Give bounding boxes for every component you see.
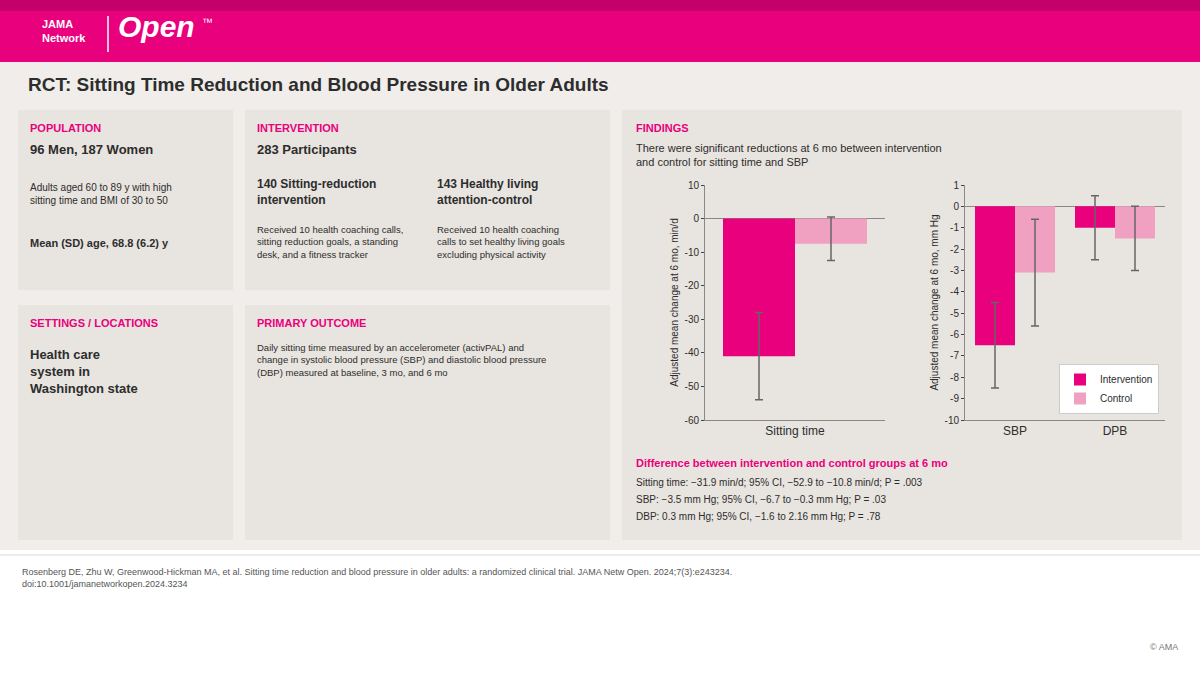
svg-text:PRIMARY OUTCOME: PRIMARY OUTCOME <box>257 317 366 329</box>
svg-text:POPULATION: POPULATION <box>30 122 101 134</box>
svg-text:96 Men, 187 Women: 96 Men, 187 Women <box>30 142 153 157</box>
svg-text:Difference between interventio: Difference between intervention and cont… <box>636 457 948 469</box>
svg-text:There were significant reducti: There were significant reductions at 6 m… <box>636 142 942 168</box>
svg-text:Mean (SD) age, 68.8 (6.2) y: Mean (SD) age, 68.8 (6.2) y <box>30 237 169 249</box>
svg-text:-6: -6 <box>950 329 959 340</box>
svg-text:RCT: Sitting Time Reduction an: RCT: Sitting Time Reduction and Blood Pr… <box>28 74 609 95</box>
svg-text:-50: -50 <box>685 381 700 392</box>
svg-text:-4: -4 <box>950 286 959 297</box>
svg-text:FINDINGS: FINDINGS <box>636 122 689 134</box>
svg-text:-40: -40 <box>685 347 700 358</box>
svg-text:-9: -9 <box>950 393 959 404</box>
svg-text:1: 1 <box>953 180 959 191</box>
svg-text:DBP: 0.3 mm Hg; 95% CI, −1.6 t: DBP: 0.3 mm Hg; 95% CI, −1.6 to 2.16 mm … <box>636 511 881 522</box>
svg-text:-3: -3 <box>950 265 959 276</box>
svg-text:140 Sitting-reductionintervent: 140 Sitting-reductionintervention <box>257 177 376 207</box>
svg-text:-2: -2 <box>950 244 959 255</box>
svg-text:0: 0 <box>693 213 699 224</box>
svg-text:283 Participants: 283 Participants <box>257 142 357 157</box>
svg-text:Received 10 health coaching ca: Received 10 health coaching calls,sittin… <box>257 224 403 260</box>
svg-text:Sitting time: −31.9 min/d; 95%: Sitting time: −31.9 min/d; 95% CI, −52.9… <box>636 477 923 488</box>
svg-text:-5: -5 <box>950 308 959 319</box>
svg-text:-7: -7 <box>950 350 959 361</box>
svg-text:10: 10 <box>688 180 700 191</box>
svg-text:© AMA: © AMA <box>1150 642 1178 652</box>
svg-text:Daily sitting time measured by: Daily sitting time measured by an accele… <box>257 342 546 378</box>
svg-text:-20: -20 <box>685 280 700 291</box>
svg-text:DPB: DPB <box>1103 424 1128 438</box>
svg-text:0: 0 <box>953 201 959 212</box>
svg-text:™: ™ <box>202 16 213 28</box>
svg-text:-30: -30 <box>685 314 700 325</box>
svg-text:-8: -8 <box>950 372 959 383</box>
svg-text:INTERVENTION: INTERVENTION <box>257 122 339 134</box>
svg-text:Rosenberg DE, Zhu W, Greenwood: Rosenberg DE, Zhu W, Greenwood-Hickman M… <box>22 567 732 589</box>
svg-text:Health caresystem inWashington: Health caresystem inWashington state <box>30 347 138 396</box>
svg-text:Adjusted mean change at 6 mo,: Adjusted mean change at 6 mo, mm Hg <box>929 214 940 390</box>
svg-text:Open: Open <box>118 10 195 43</box>
svg-text:-10: -10 <box>945 415 960 426</box>
svg-text:Adjusted mean change at 6 mo,: Adjusted mean change at 6 mo, min/d <box>669 218 680 386</box>
svg-text:SBP: −3.5 mm Hg; 95% CI, −6.7: SBP: −3.5 mm Hg; 95% CI, −6.7 to −0.3 mm… <box>636 494 886 505</box>
svg-text:Sitting time: Sitting time <box>765 424 825 438</box>
svg-text:Received 10 health coachingcal: Received 10 health coachingcalls to set … <box>437 224 565 260</box>
svg-text:JAMANetwork: JAMANetwork <box>42 18 86 44</box>
svg-text:-1: -1 <box>950 222 959 233</box>
svg-text:Adults aged 60 to 89 y with hi: Adults aged 60 to 89 y with highsitting … <box>30 182 172 206</box>
svg-text:SETTINGS / LOCATIONS: SETTINGS / LOCATIONS <box>30 317 158 329</box>
svg-text:143 Healthy livingattention-co: 143 Healthy livingattention-control <box>437 177 538 207</box>
svg-text:SBP: SBP <box>1003 424 1027 438</box>
svg-text:-10: -10 <box>685 247 700 258</box>
svg-text:Control: Control <box>1100 393 1132 404</box>
svg-text:Intervention: Intervention <box>1100 374 1152 385</box>
svg-text:-60: -60 <box>685 415 700 426</box>
